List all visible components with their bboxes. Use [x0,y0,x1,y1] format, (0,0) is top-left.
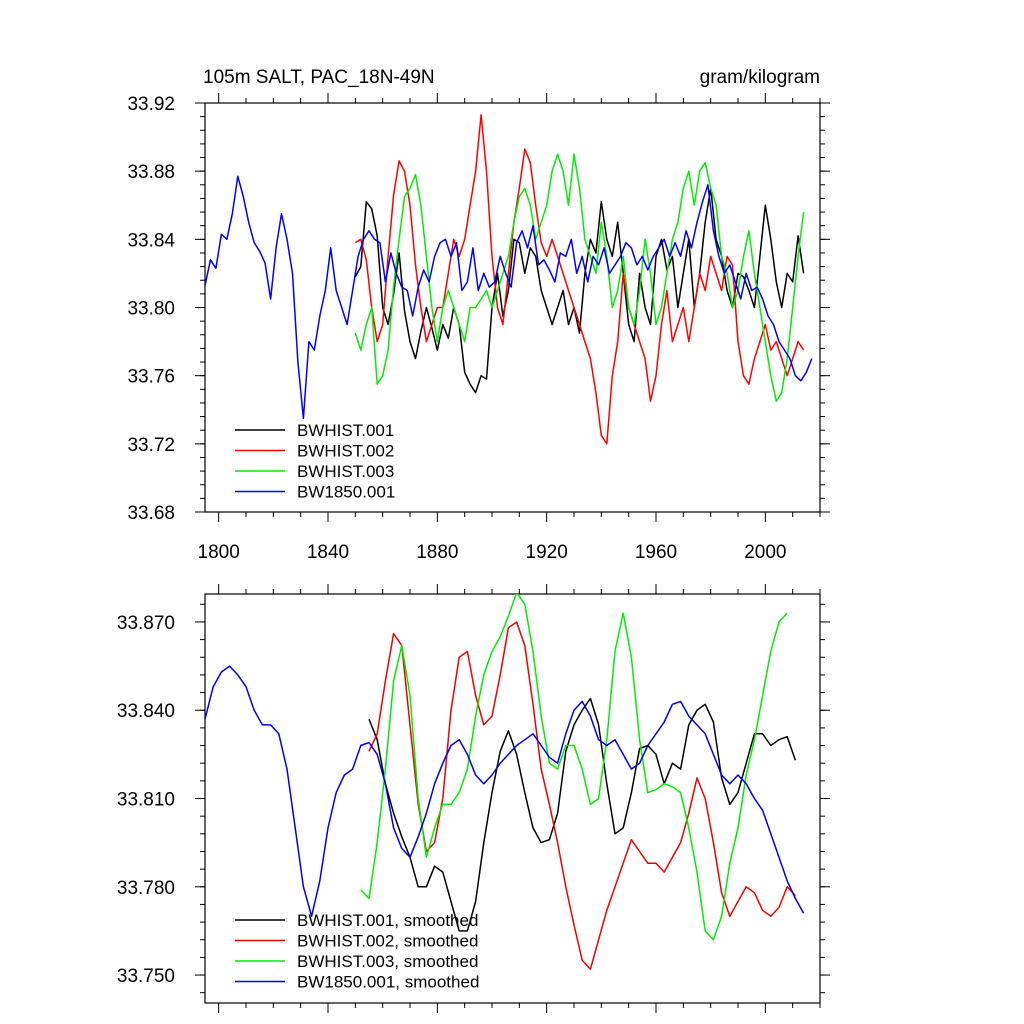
top-panel-title: 105m SALT, PAC_18N-49N [203,67,435,88]
series-line-3 [354,153,805,402]
x-tick-label: 1960 [635,542,677,563]
y-tick-label: 33.72 [127,435,175,456]
series-line-4 [205,175,813,420]
legend-label: BWHIST.001 [297,421,394,440]
y-tick-label: 33.840 [117,701,175,722]
legend-label: BW1850.001, smoothed [297,973,479,992]
legend-label: BWHIST.003, smoothed [297,952,478,971]
y-tick-label: 33.870 [117,613,175,634]
y-tick-label: 33.92 [127,94,175,115]
legend-label: BWHIST.002 [297,442,394,461]
legend-label: BW1850.001 [297,483,395,502]
y-tick-label: 33.780 [117,878,175,899]
y-tick-label: 33.84 [127,230,175,251]
bottom-panel: 33.750 33.780 33.810 33.840 33.870 BWHIST.001… [117,584,830,1013]
y-tick-label: 33.76 [127,367,175,388]
series-line-1 [368,697,797,932]
y-tick-label: 33.810 [117,790,175,811]
series-line-2 [354,114,805,445]
x-tick-label: 1880 [416,542,458,563]
series-line-1 [354,187,805,394]
x-tick-label: 1840 [307,542,349,563]
x-tick-label: 1920 [526,542,568,563]
y-tick-label: 33.80 [127,299,175,320]
top-panel: 105m SALT, PAC_18N-49N gram/kilogram 180… [127,67,830,563]
series-line-3 [360,594,788,941]
top-panel-units: gram/kilogram [700,67,820,88]
x-tick-label: 1800 [198,542,240,563]
legend-label: BWHIST.002, smoothed [297,932,478,951]
y-tick-label: 33.88 [127,162,175,183]
legend-label: BWHIST.001, smoothed [297,911,478,930]
series-line-4 [205,665,805,917]
legend-label: BWHIST.003 [297,462,394,481]
y-tick-label: 33.750 [117,966,175,987]
x-tick-label: 2000 [744,542,786,563]
y-tick-label: 33.68 [127,503,175,524]
